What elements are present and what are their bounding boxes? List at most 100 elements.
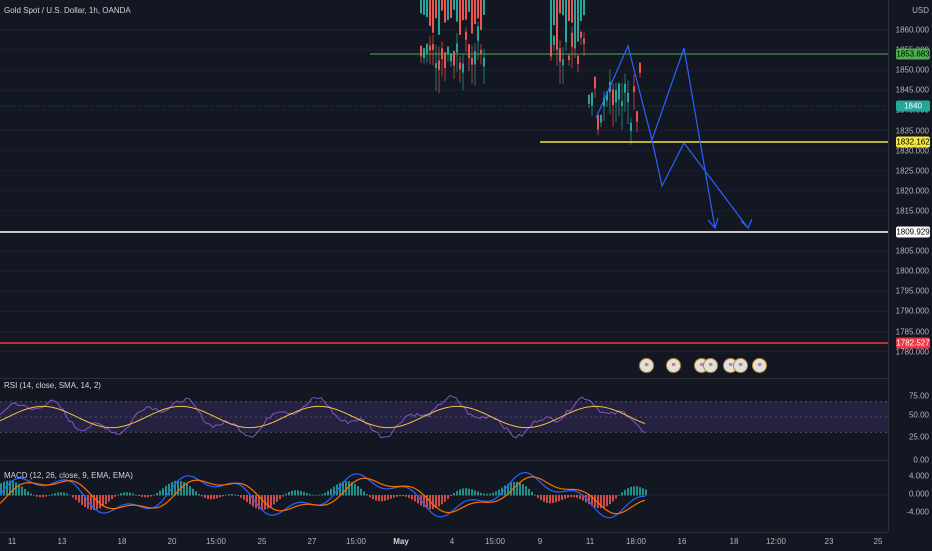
macd-histogram-bar — [234, 494, 236, 496]
rsi-tick-label: 0.00 — [913, 455, 929, 465]
time-tick-label: 25 — [873, 537, 883, 546]
macd-histogram-bar — [441, 495, 443, 505]
macd-histogram-bar — [450, 495, 452, 497]
macd-histogram-bar — [192, 488, 194, 496]
time-tick-label: 4 — [449, 537, 455, 546]
macd-histogram-bar — [390, 495, 392, 499]
macd-axis[interactable]: 4.000 0.000 -4.000 — [888, 460, 932, 532]
macd-histogram-bar — [123, 492, 125, 496]
candle-body — [429, 45, 431, 51]
macd-title[interactable]: MACD (12, 26, close, 9, EMA, EMA) — [4, 471, 133, 480]
candle-body — [474, 51, 476, 65]
macd-histogram-bar — [309, 494, 311, 496]
time-tick-label: 12:00 — [765, 537, 787, 546]
macd-histogram-bar — [129, 492, 131, 496]
macd-histogram-bar — [315, 495, 317, 496]
macd-histogram-bar — [90, 495, 92, 510]
candle-body — [565, 27, 567, 43]
macd-histogram-bar — [324, 492, 326, 496]
price-tick-label: 1800.000 — [895, 266, 929, 276]
candle-body — [453, 50, 455, 66]
macd-histogram-bar — [405, 495, 407, 497]
macd-pane[interactable]: MACD (12, 26, close, 9, EMA, EMA) — [0, 460, 888, 533]
candle-body — [453, 0, 455, 10]
macd-histogram-bar — [174, 480, 176, 496]
candle-body — [435, 0, 437, 19]
macd-histogram-bar — [276, 495, 278, 502]
macd-histogram-bar — [186, 483, 188, 496]
macd-histogram-bar — [411, 495, 413, 500]
macd-histogram-bar — [342, 481, 344, 496]
macd-histogram-bar — [447, 495, 449, 499]
macd-histogram-bar — [99, 495, 101, 509]
macd-histogram-bar — [495, 491, 497, 496]
macd-tick-label: 4.000 — [908, 471, 929, 481]
macd-histogram-bar — [636, 486, 638, 496]
macd-histogram-bar — [576, 495, 578, 498]
candle-body — [438, 60, 440, 70]
us-flag-event-icon[interactable]: ≡ — [703, 358, 718, 373]
time-axis[interactable]: 11 13 18 20 15:00 25 27 15:00 May 4 15:00 9 11 18:00 1… — [0, 532, 888, 551]
macd-histogram-bar — [270, 495, 272, 507]
macd-histogram-bar — [477, 491, 479, 496]
macd-histogram-bar — [303, 491, 305, 496]
macd-signal-line — [0, 476, 646, 515]
candle-body — [574, 0, 576, 47]
time-tick-label: 13 — [57, 537, 67, 546]
macd-histogram-bar — [105, 495, 107, 505]
macd-histogram-bar — [267, 495, 269, 509]
price-chart-canvas[interactable] — [0, 0, 888, 378]
rsi-pane[interactable]: RSI (14, close, SMA, 14, 2) — [0, 378, 888, 461]
candle-body — [462, 0, 464, 21]
us-flag-event-icon[interactable]: ≡ — [733, 358, 748, 373]
macd-histogram-bar — [222, 495, 224, 497]
candle-body — [633, 86, 635, 93]
macd-histogram-bar — [168, 483, 170, 496]
macd-histogram-bar — [600, 495, 602, 509]
macd-histogram-bar — [435, 495, 437, 509]
candle-body — [435, 63, 437, 68]
macd-histogram-bar — [63, 492, 65, 496]
macd-histogram-bar — [384, 495, 386, 501]
macd-histogram-bar — [162, 488, 164, 496]
macd-histogram-bar — [483, 493, 485, 496]
price-tick-label: 1850.000 — [895, 65, 929, 75]
macd-histogram-bar — [432, 495, 434, 510]
rsi-canvas[interactable] — [0, 379, 888, 461]
candle-body — [636, 111, 638, 122]
macd-histogram-bar — [201, 495, 203, 497]
macd-histogram-bar — [159, 490, 161, 496]
candle-body — [559, 48, 561, 62]
candle-body — [559, 0, 561, 14]
us-flag-event-icon[interactable]: ≡ — [752, 358, 767, 373]
candle-body — [471, 0, 473, 34]
candle-body — [618, 83, 620, 100]
us-flag-event-icon[interactable]: ≡ — [639, 358, 654, 373]
macd-canvas[interactable] — [0, 461, 888, 533]
macd-histogram-bar — [381, 495, 383, 502]
price-tick-label: 1785.000 — [895, 327, 929, 336]
symbol-title[interactable]: Gold Spot / U.S. Dollar, 1h, OANDA — [4, 6, 131, 15]
macd-histogram-bar — [165, 485, 167, 496]
rsi-axis[interactable]: 75.00 50.00 25.00 0.00 — [888, 378, 932, 465]
macd-histogram-bar — [45, 495, 47, 497]
candle-body — [468, 0, 470, 12]
candle-body — [465, 31, 467, 40]
macd-histogram-bar — [114, 495, 116, 497]
projection-path-1 — [595, 44, 716, 229]
rsi-title[interactable]: RSI (14, close, SMA, 14, 2) — [4, 381, 101, 390]
macd-histogram-bar — [75, 495, 77, 500]
candle-body — [432, 43, 434, 50]
macd-histogram-bar — [462, 488, 464, 496]
rsi-band — [0, 401, 888, 433]
candle-body — [456, 0, 458, 22]
price-chart-pane[interactable]: Gold Spot / U.S. Dollar, 1h, OANDA — [0, 0, 888, 378]
macd-histogram-bar — [372, 495, 374, 500]
time-tick-label: 18 — [117, 537, 127, 546]
macd-histogram-bar — [618, 495, 620, 496]
macd-histogram-bar — [312, 494, 314, 496]
macd-histogram-bar — [363, 491, 365, 496]
macd-histogram-bar — [474, 490, 476, 496]
us-flag-event-icon[interactable]: ≡ — [666, 358, 681, 373]
macd-histogram-bar — [369, 495, 371, 498]
